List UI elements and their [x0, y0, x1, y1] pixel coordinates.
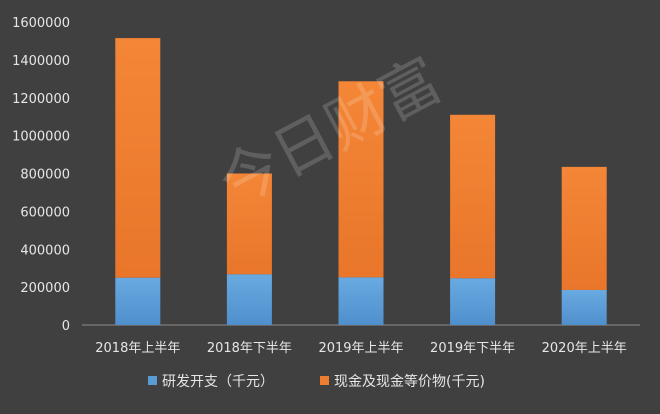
y-tick-label: 200000 [20, 281, 70, 296]
bar-segment-cash-equivalents [338, 81, 384, 278]
legend-label: 现金及现金等价物(千元) [334, 373, 485, 390]
y-tick-label: 1200000 [12, 92, 70, 107]
bar-segment-rd-expense [561, 289, 607, 325]
x-tick-label: 2018年上半年 [95, 341, 180, 356]
bar-segment-cash-equivalents [561, 166, 607, 290]
y-tick-label: 1400000 [12, 54, 70, 69]
bar-segment-cash-equivalents [115, 38, 161, 278]
x-tick-label: 2018年下半年 [207, 341, 292, 356]
bar-segment-rd-expense [226, 274, 272, 325]
legend-swatch [320, 376, 329, 385]
bar-segment-cash-equivalents [450, 114, 496, 279]
y-tick-label: 400000 [20, 243, 70, 258]
y-tick-label: 600000 [20, 205, 70, 220]
legend-swatch [148, 376, 157, 385]
watermark-text: 今日财富 [208, 45, 453, 219]
x-tick-label: 2020年上半年 [542, 341, 627, 356]
x-axis-ticks: 2018年上半年 2018年下半年 2019年上半年 2019年下半年 2020年上半年 [95, 341, 626, 356]
bar-segment-cash-equivalents [226, 173, 272, 275]
y-tick-label: 0 [62, 319, 70, 334]
bars [115, 38, 607, 325]
x-tick-label: 2019年上半年 [318, 341, 403, 356]
y-axis-ticks: 0 200000 400000 600000 800000 1000000 1200000 1… [12, 16, 70, 334]
y-tick-label: 800000 [20, 168, 70, 183]
y-tick-label: 1600000 [12, 16, 70, 31]
legend: 研发开支（千元） 现金及现金等价物(千元) [148, 373, 485, 390]
bar-segment-rd-expense [450, 278, 496, 325]
legend-label: 研发开支（千元） [162, 374, 274, 390]
bar-segment-rd-expense [115, 277, 161, 325]
bar-segment-rd-expense [338, 277, 384, 325]
y-tick-label: 1000000 [12, 130, 70, 145]
x-tick-label: 2019年下半年 [430, 341, 515, 356]
